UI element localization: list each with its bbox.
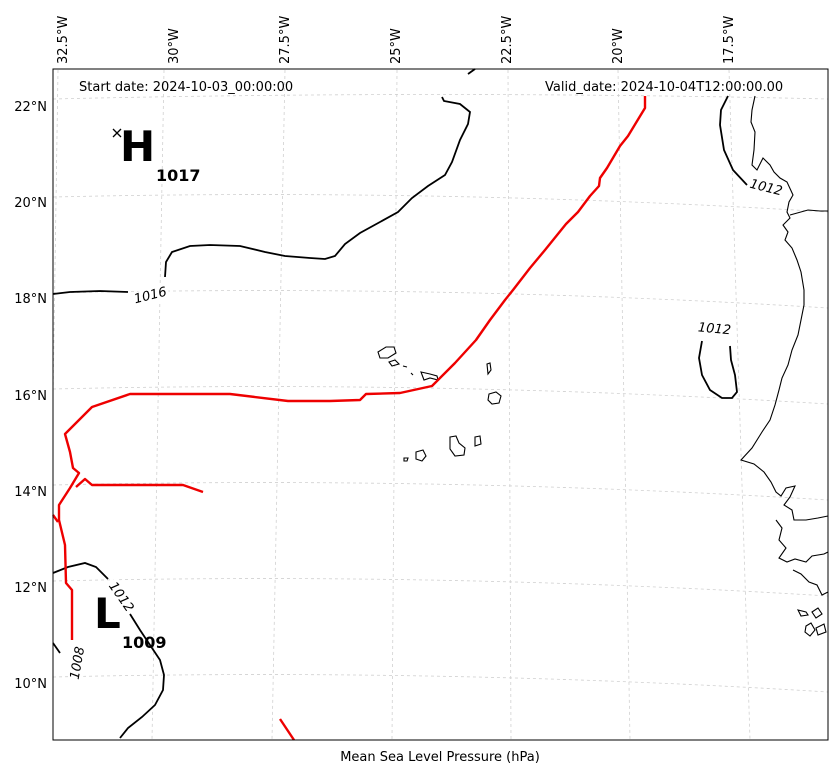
lat-tick-16n: 16°N <box>14 389 47 404</box>
gridline-lon-27-5w <box>271 69 286 741</box>
africa-coastline <box>740 95 829 637</box>
storm-track-main <box>57 96 647 640</box>
start-date-label: Start date: 2024-10-03_00:00:00 <box>79 80 293 95</box>
island-boa-vista <box>487 391 502 405</box>
island-santa-luzia <box>402 365 414 376</box>
gridline-lon-17-5w <box>728 69 751 741</box>
island-santo-antao <box>377 346 397 359</box>
gridline-lat-14n <box>52 482 829 501</box>
lon-tick-22-5w: 22.5°W <box>500 16 515 64</box>
contour-label-1012-east: 1012 <box>697 320 731 338</box>
coastlines <box>377 95 829 637</box>
island-brava <box>403 457 409 462</box>
gridline-lat-18n <box>52 290 829 309</box>
gridline-lon-20w <box>617 69 631 741</box>
storm-track-west <box>52 514 59 523</box>
gridline-lon-32-5w <box>52 69 59 401</box>
low-pressure-letter: L <box>94 589 121 638</box>
isobar-1012-north <box>719 95 748 186</box>
lon-tick-27-5w: 27.5°W <box>278 16 293 64</box>
map-caption: Mean Sea Level Pressure (hPa) <box>340 750 540 765</box>
valid-date-label: Valid_date: 2024-10-04T12:00:00.00 <box>545 80 783 95</box>
gridline-lat-10n <box>52 674 829 693</box>
high-centre-marker <box>112 128 122 138</box>
gridline-lat-22n <box>52 94 829 100</box>
island-sao-vicente <box>388 359 401 367</box>
storm-track-south <box>279 718 295 741</box>
gridline-lat-16n <box>52 386 829 405</box>
isobar-1016-top <box>467 68 476 75</box>
isobar-1016 <box>52 96 471 295</box>
storm-track-branch <box>75 477 204 494</box>
island-sao-nicolau <box>420 371 439 381</box>
lon-tick-30w: 30°W <box>167 28 182 64</box>
isobars <box>52 68 748 739</box>
contour-label-halo <box>130 284 171 308</box>
isobar-1008 <box>52 613 165 739</box>
island-fogo <box>415 449 427 462</box>
isobar-1012-east <box>698 340 738 399</box>
africa-coast-north-inlet <box>789 209 828 216</box>
contour-label-1008: 1008 <box>68 646 89 681</box>
island-sal <box>486 362 492 376</box>
gridline-lon-25w <box>391 69 398 741</box>
lon-tick-32-5w: 32.5°W <box>56 16 71 64</box>
lon-tick-20w: 20°W <box>611 28 626 64</box>
isobar-1012-south <box>52 562 109 580</box>
lat-tick-18n: 18°N <box>14 292 47 307</box>
lat-tick-10n: 10°N <box>14 677 47 692</box>
gridline-lat-20n <box>52 194 829 213</box>
storm-tracks <box>52 96 647 741</box>
island-santiago <box>449 435 466 457</box>
lat-tick-20n: 20°N <box>14 196 47 211</box>
lat-tick-22n: 22°N <box>14 100 47 115</box>
map-frame <box>52 68 829 741</box>
gridline-lon-30w <box>151 69 165 741</box>
contour-label-halo <box>746 176 786 200</box>
high-pressure-value: 1017 <box>156 166 201 185</box>
contour-label-halo <box>67 643 89 683</box>
contour-label-group: 1016 1012 1012 1012 1008 <box>67 176 786 683</box>
island-maio <box>474 435 482 447</box>
lat-tick-12n: 12°N <box>14 581 47 596</box>
longitude-ticks: 32.5°W 30°W 27.5°W 25°W 22.5°W 20°W 17.5… <box>56 16 737 64</box>
contour-label-1016: 1016 <box>133 285 169 308</box>
pressure-systems: H 1017 L 1009 <box>94 122 201 652</box>
low-pressure-value: 1009 <box>122 633 167 652</box>
contour-label-halo <box>103 577 138 617</box>
lon-tick-25w: 25°W <box>389 28 404 64</box>
latitude-ticks: 22°N 20°N 18°N 16°N 14°N 12°N 10°N <box>14 100 47 692</box>
contour-label-halo <box>695 320 734 339</box>
high-pressure-letter: H <box>120 122 155 171</box>
contour-label-1012-north: 1012 <box>748 177 784 200</box>
gridline-lon-22-5w <box>507 69 512 741</box>
gridline-lat-12n <box>52 578 829 597</box>
lon-tick-17-5w: 17.5°W <box>722 16 737 64</box>
lat-tick-14n: 14°N <box>14 485 47 500</box>
